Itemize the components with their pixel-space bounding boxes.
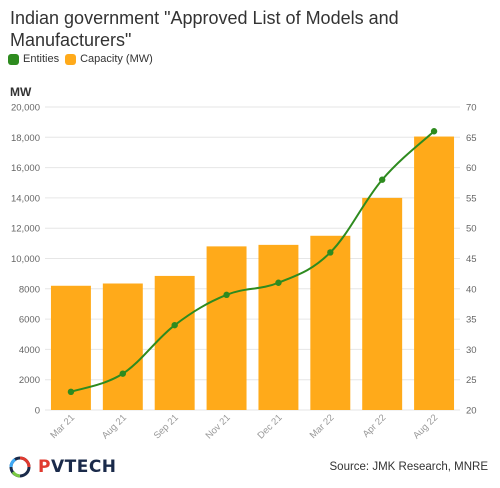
point-entities — [275, 279, 282, 286]
y2-tick-label: 40 — [466, 284, 477, 295]
x-tick-label: Mar 21 — [48, 412, 77, 441]
x-tick-label: Mar 22 — [308, 412, 337, 441]
y2-tick-label: 30 — [466, 345, 477, 356]
x-tick-label: Sep 21 — [152, 412, 181, 441]
point-entities — [327, 249, 334, 256]
pvtech-logo-icon — [9, 456, 31, 478]
y2-tick-label: 70 — [466, 103, 477, 114]
y-tick-label: 4000 — [19, 345, 40, 356]
bar-capacity — [310, 235, 351, 410]
source-note: Source: JMK Research, MNRE — [329, 461, 489, 473]
y2-tick-label: 65 — [466, 133, 477, 144]
legend-swatch-entities — [8, 53, 19, 65]
y-tick-label: 2000 — [19, 375, 40, 386]
y-axis-title: MW — [10, 85, 32, 99]
chart-title: Indian government "Approved List of Mode… — [10, 8, 399, 50]
legend-item-capacity[interactable]: Capacity (MW) — [65, 53, 153, 65]
y2-tick-label: 45 — [466, 254, 477, 265]
pvtech-logo-text: PVTECH — [38, 457, 117, 477]
bar-capacity — [258, 244, 299, 410]
y-tick-label: 16,000 — [11, 163, 40, 174]
y-tick-label: 0 — [35, 406, 40, 417]
x-tick-label: Aug 22 — [411, 412, 440, 441]
y2-tick-label: 55 — [466, 193, 477, 204]
point-entities — [430, 128, 438, 135]
bar-capacity — [102, 283, 143, 410]
y-tick-label: 6000 — [19, 315, 40, 326]
bar-capacity — [362, 197, 403, 410]
x-tick-label: Nov 21 — [204, 412, 233, 441]
legend-item-entities[interactable]: Entities — [8, 53, 59, 65]
point-entities — [223, 291, 230, 299]
x-tick-label: Dec 21 — [255, 412, 284, 441]
bar-capacity — [206, 246, 247, 410]
y2-tick-label: 50 — [466, 224, 477, 235]
y2-tick-label: 35 — [466, 315, 477, 326]
y-tick-label: 18,000 — [11, 133, 40, 144]
point-entities — [119, 370, 127, 377]
point-entities — [378, 176, 386, 183]
y-tick-label: 14,000 — [11, 193, 40, 204]
y-tick-label: 12,000 — [11, 224, 40, 235]
legend-label-capacity: Capacity (MW) — [80, 53, 153, 65]
y2-tick-label: 60 — [466, 163, 477, 174]
y2-tick-label: 20 — [466, 406, 477, 417]
y-tick-label: 10,000 — [11, 254, 40, 265]
x-tick-label: Aug 21 — [100, 412, 129, 441]
x-tick-label: Apr 22 — [361, 412, 389, 440]
y2-tick-label: 25 — [466, 375, 477, 386]
point-entities — [67, 388, 75, 396]
bar-capacity — [414, 136, 455, 411]
bar-capacity — [154, 275, 195, 410]
pvtech-logo: PVTECH — [8, 455, 117, 479]
chart-legend: Entities Capacity (MW) — [8, 53, 159, 65]
point-entities — [171, 321, 178, 329]
y-tick-label: 8000 — [19, 284, 40, 295]
y-tick-label: 20,000 — [11, 103, 40, 114]
legend-label-entities: Entities — [23, 53, 60, 65]
legend-swatch-capacity — [65, 53, 77, 65]
